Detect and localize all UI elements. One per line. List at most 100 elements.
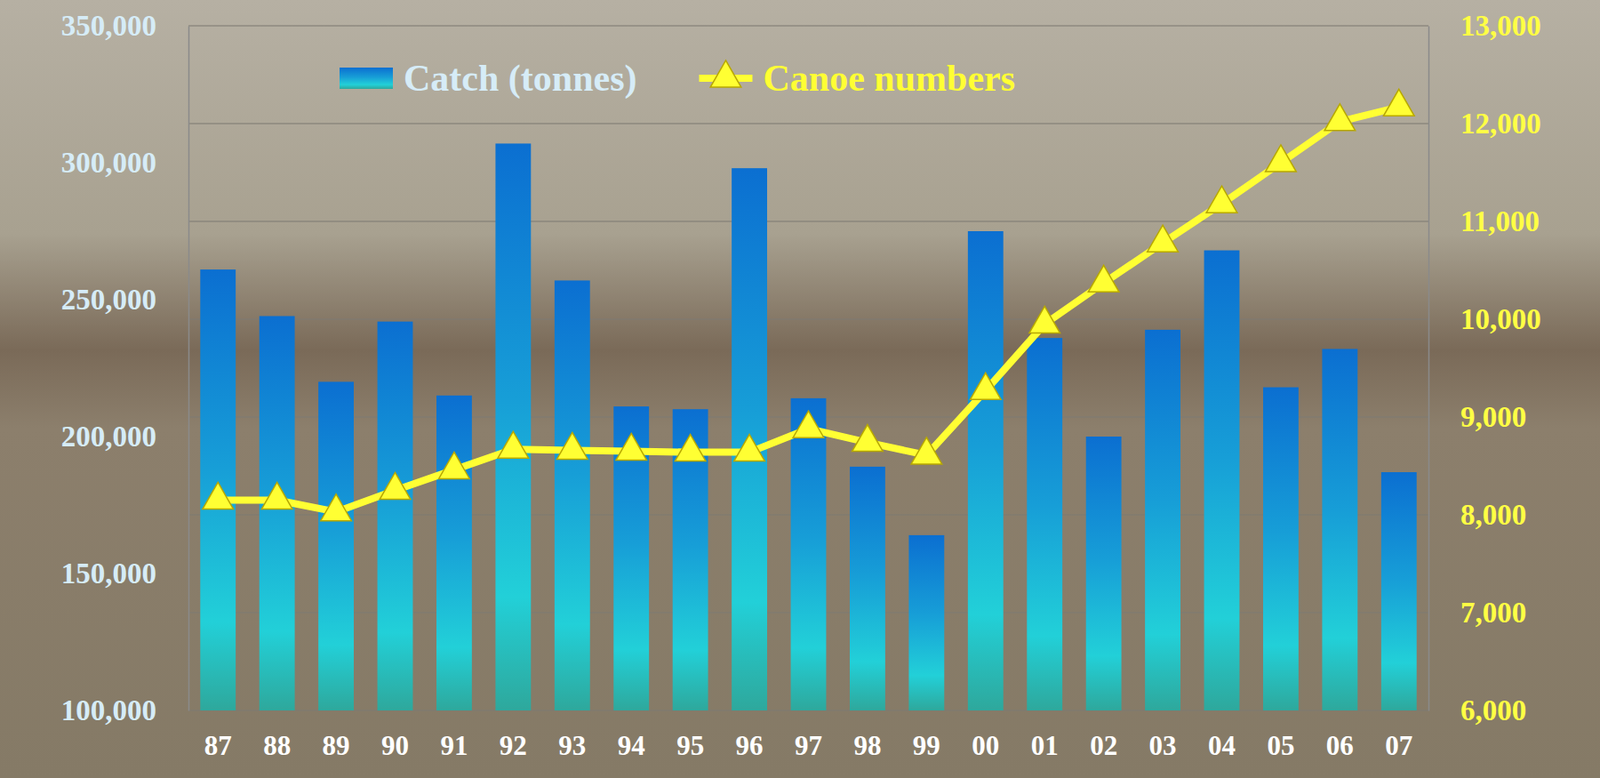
- tick: 150,000: [61, 557, 189, 590]
- marker: [911, 437, 943, 464]
- y2-axis: 6,000 7,000 8,000 9,000 10,000 11,000 12,000 13…: [1428, 9, 1542, 727]
- tick: 88: [263, 710, 291, 761]
- bar: [1144, 329, 1181, 711]
- tick: 93: [558, 710, 586, 761]
- tick-label: 90: [381, 729, 409, 761]
- tick-label: 91: [440, 729, 468, 761]
- marker: [674, 434, 706, 462]
- bar: [1321, 348, 1358, 711]
- marker: [616, 432, 648, 460]
- tick-label: 92: [499, 729, 528, 761]
- marker: [1088, 264, 1120, 292]
- bar: [1381, 472, 1417, 711]
- bar: [1026, 337, 1063, 711]
- marker: [1206, 185, 1238, 213]
- tick: 04: [1208, 710, 1236, 761]
- tick: 01: [1031, 710, 1059, 761]
- tick: 11,000: [1428, 205, 1540, 238]
- marker: [320, 494, 352, 521]
- tick: 96: [736, 710, 764, 761]
- tick-label: 05: [1266, 729, 1295, 761]
- marker: [1147, 224, 1179, 252]
- bar: [495, 143, 531, 711]
- marker: [1324, 104, 1356, 131]
- marker: [202, 481, 234, 509]
- marker: [1265, 144, 1297, 172]
- grid-line: [188, 220, 1429, 223]
- tick-label: 10,000: [1460, 303, 1542, 336]
- marker: [261, 481, 293, 509]
- tick: 89: [322, 710, 351, 761]
- tick-label: 8,000: [1460, 498, 1527, 531]
- tick: 92: [499, 710, 528, 761]
- tick-label: 89: [322, 729, 351, 761]
- line: [217, 106, 1400, 512]
- tick: 350,000: [61, 9, 189, 42]
- marker: [379, 472, 411, 499]
- tick-label: 00: [971, 729, 1000, 761]
- line-series: [202, 88, 1415, 520]
- tick: 87: [204, 710, 232, 761]
- bar: [200, 269, 236, 711]
- marker: [497, 431, 529, 458]
- legend-swatch: [339, 67, 393, 89]
- legend: Catch (tonnes) Canoe numbers: [339, 57, 1016, 100]
- tick-label: 97: [794, 729, 823, 761]
- tick: 300,000: [61, 146, 189, 179]
- bar: [731, 168, 768, 711]
- tick-label: 12,000: [1460, 107, 1542, 140]
- tick: 95: [676, 710, 704, 761]
- tick-label: 06: [1326, 729, 1354, 761]
- bar: [259, 315, 296, 711]
- grid-line: [188, 24, 1429, 27]
- tick: 9,000: [1428, 400, 1527, 433]
- background: [0, 0, 1600, 778]
- tick: 02: [1089, 710, 1118, 761]
- bar: [554, 280, 591, 711]
- bar: [908, 535, 944, 711]
- y-axis: 100,000150,000200,000250,000300,000350,0…: [61, 9, 190, 727]
- tick: 06: [1326, 710, 1354, 761]
- legend-item: Catch (tonnes): [339, 57, 637, 100]
- bar: [849, 466, 886, 711]
- grid-line: [188, 318, 1429, 320]
- tick: 99: [912, 710, 941, 761]
- tick-label: 350,000: [61, 9, 157, 42]
- tick: 91: [440, 710, 468, 761]
- bar: [1204, 250, 1240, 711]
- marker: [852, 424, 884, 452]
- tick-label: 13,000: [1460, 9, 1542, 42]
- tick: 10,000: [1428, 303, 1542, 336]
- bar: [1086, 436, 1122, 711]
- tick-label: 98: [853, 729, 881, 761]
- tick: 12,000: [1428, 107, 1542, 140]
- legend-item: Canoe numbers: [698, 57, 1016, 99]
- tick-label: 100,000: [61, 694, 157, 727]
- marker: [734, 434, 766, 462]
- bar: [791, 398, 827, 711]
- tick: 100,000: [61, 694, 189, 727]
- tick: 98: [853, 710, 881, 761]
- tick: 07: [1384, 710, 1413, 761]
- plot-area: [200, 88, 1416, 711]
- tick: 05: [1266, 710, 1295, 761]
- tick-label: 95: [676, 729, 704, 761]
- tick-label: 250,000: [61, 283, 157, 316]
- tick-label: 01: [1031, 729, 1059, 761]
- tick: 13,000: [1428, 9, 1542, 42]
- tick-label: 11,000: [1460, 205, 1540, 238]
- tick: 90: [381, 710, 409, 761]
- legend-marker: [710, 60, 742, 88]
- marker: [556, 432, 588, 459]
- tick-label: 93: [558, 729, 586, 761]
- tick-label: 9,000: [1460, 400, 1527, 433]
- tick-label: 99: [912, 729, 941, 761]
- legend-label: Catch (tonnes): [403, 57, 637, 100]
- tick: 7,000: [1428, 596, 1527, 629]
- tick: 250,000: [61, 283, 189, 316]
- tick: 94: [617, 710, 646, 761]
- tick: 6,000: [1428, 694, 1527, 727]
- x-axis: 8788899091929394959697989900010203040506…: [189, 710, 1430, 761]
- tick-label: 07: [1384, 729, 1413, 761]
- tick-label: 94: [617, 729, 646, 761]
